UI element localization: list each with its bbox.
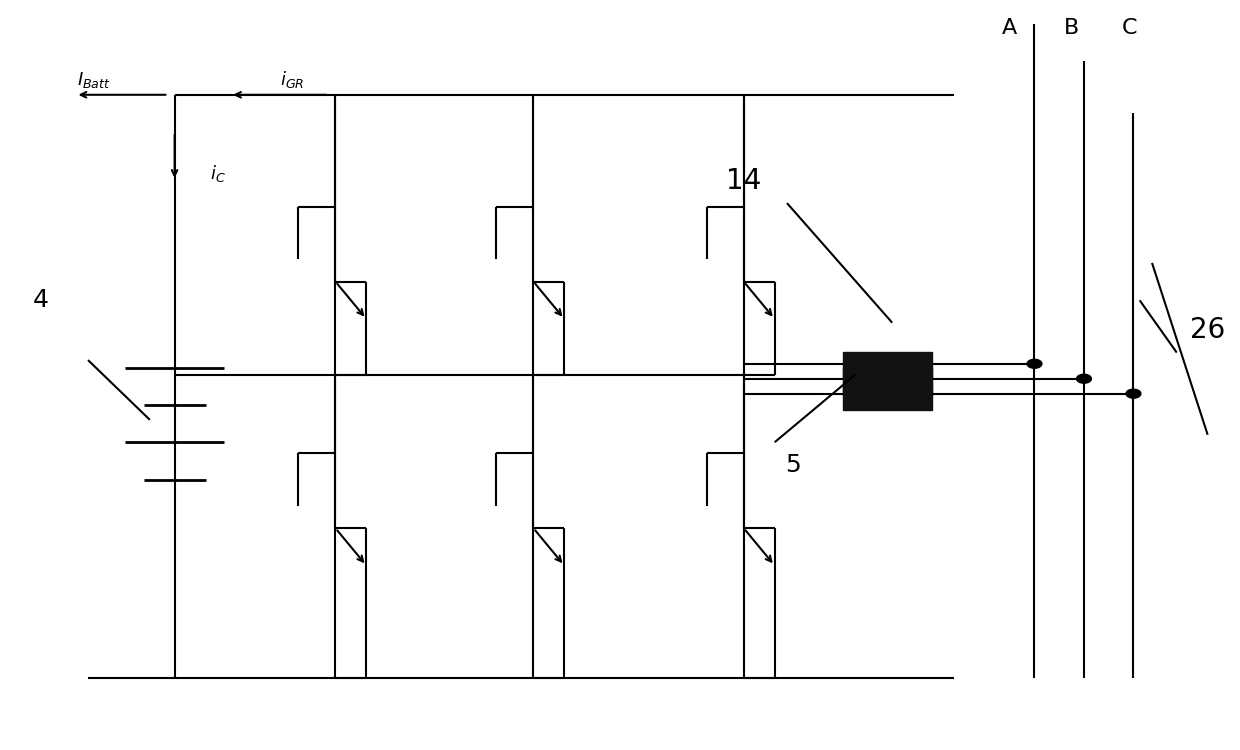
Bar (843, 352, 931, 380)
Circle shape (1076, 374, 1091, 383)
Bar (843, 367, 931, 395)
Text: B: B (1064, 17, 1079, 38)
Text: 14: 14 (727, 166, 761, 195)
Text: $i_C$: $i_C$ (210, 163, 226, 184)
Text: 5: 5 (785, 453, 801, 477)
Text: 4: 4 (33, 288, 50, 312)
Text: A: A (1002, 17, 1017, 38)
Bar (843, 382, 931, 410)
Text: $i_{GR}$: $i_{GR}$ (280, 69, 304, 90)
Text: 26: 26 (1190, 316, 1225, 344)
Circle shape (1027, 359, 1042, 368)
Text: $I_{Batt}$: $I_{Batt}$ (77, 70, 112, 90)
Circle shape (1126, 389, 1141, 398)
Text: C: C (1122, 17, 1137, 38)
